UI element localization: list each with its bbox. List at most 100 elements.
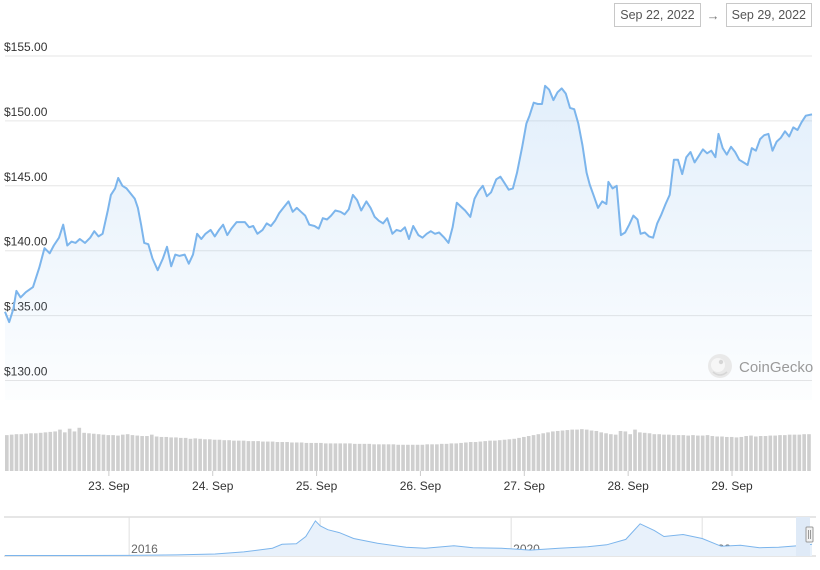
volume-bar: [720, 436, 724, 471]
volume-bar: [19, 434, 24, 471]
volume-bar: [222, 440, 227, 471]
volume-bar: [212, 439, 217, 471]
x-tick-label: 29. Sep: [711, 479, 753, 493]
volume-bar: [570, 429, 575, 471]
volume-bar: [120, 434, 125, 471]
volume-bar: [575, 429, 579, 471]
volume-bar: [328, 443, 333, 471]
volume-bar: [87, 433, 91, 471]
volume-bar: [473, 442, 478, 471]
volume-bar: [739, 436, 744, 471]
volume-bar: [164, 436, 169, 471]
volume-bar: [140, 436, 144, 471]
volume-bar: [149, 434, 154, 471]
volume-bar: [241, 440, 246, 471]
volume-bar: [309, 442, 314, 471]
volume-bar: [270, 441, 275, 471]
x-tick-label: 26. Sep: [400, 479, 442, 493]
volume-bar: [82, 432, 86, 471]
volume-bar: [691, 435, 695, 471]
volume-bar: [430, 444, 434, 471]
volume-bar: [391, 444, 396, 471]
volume-bar: [662, 434, 666, 471]
volume-bar: [541, 433, 546, 471]
navigator[interactable]: 2016201820202022: [4, 516, 816, 557]
volume-bar: [198, 438, 202, 471]
range-from-input[interactable]: Sep 22, 2022: [614, 3, 701, 27]
volume-bar: [459, 442, 463, 471]
volume-bar: [647, 433, 652, 471]
volume-bar: [14, 434, 19, 471]
volume-bar: [560, 430, 565, 471]
volume-bar: [638, 432, 642, 471]
volume-bar: [352, 443, 357, 471]
navigator-year-label: 2016: [131, 542, 158, 556]
volume-bar: [232, 440, 236, 471]
volume-bar: [454, 443, 459, 471]
volume-bar: [256, 441, 260, 471]
coingecko-watermark: CoinGecko: [708, 354, 813, 378]
volume-bar: [468, 442, 473, 471]
volume-bar: [734, 437, 739, 471]
volume-bar: [667, 434, 671, 471]
volume-bar: [502, 439, 507, 471]
volume-bar: [715, 436, 719, 471]
volume-bar: [135, 435, 140, 471]
volume-bar: [154, 436, 159, 471]
volume-bar: [9, 434, 14, 471]
volume-bar: [48, 431, 53, 471]
volume-bar: [381, 444, 386, 471]
volume-bar: [551, 431, 555, 471]
volume-bar: [125, 434, 130, 471]
y-tick-label: $150.00: [4, 105, 48, 119]
y-tick-label: $145.00: [4, 170, 48, 184]
volume-bar: [24, 433, 28, 471]
volume-bar: [367, 443, 372, 471]
volume-bar: [188, 438, 193, 471]
volume-bar: [145, 436, 149, 471]
volume-bar: [58, 429, 62, 471]
range-to-input[interactable]: Sep 29, 2022: [725, 3, 812, 27]
volume-bar: [343, 443, 347, 471]
watermark-text: CoinGecko: [739, 359, 813, 376]
volume-bar: [628, 434, 632, 471]
volume-bar: [251, 441, 256, 471]
volume-bar: [377, 444, 381, 471]
navigator-area: [5, 520, 812, 556]
navigator-handle[interactable]: [805, 526, 814, 543]
volume-bar: [227, 440, 231, 471]
price-area-fill: [5, 85, 812, 401]
volume-bar: [415, 444, 420, 471]
volume-bar: [101, 434, 106, 471]
volume-bar: [589, 430, 594, 471]
volume-bar: [357, 443, 362, 471]
volume-bar: [183, 437, 188, 471]
y-tick-label: $140.00: [4, 235, 48, 249]
volume-bar: [536, 434, 541, 471]
volume-bar: [33, 433, 38, 471]
volume-bar: [236, 440, 241, 471]
date-range-selector: Sep 22, 2022 → Sep 29, 2022: [614, 3, 812, 27]
volume-bar: [696, 435, 700, 471]
volume-bar: [38, 432, 43, 471]
volume-bar: [497, 440, 502, 471]
volume-bar: [29, 433, 33, 471]
volume-bar: [555, 430, 560, 471]
volume-bar: [159, 436, 164, 471]
volume-bar: [203, 439, 207, 471]
volume-bar: [594, 430, 599, 471]
volume-bar: [797, 434, 802, 471]
volume-bar: [280, 442, 285, 471]
volume-bar: [773, 435, 777, 471]
x-tick-label: 28. Sep: [607, 479, 649, 493]
volume-bar: [580, 429, 584, 471]
x-axis: 23. Sep 24. Sep 25. Sep 26. Sep 27. Sep 28. S…: [88, 471, 753, 493]
volume-bar: [77, 427, 82, 471]
volume-bar: [91, 433, 96, 471]
volume-bar: [130, 435, 135, 471]
volume-bar: [517, 437, 521, 471]
volume-bar: [261, 441, 265, 471]
volume-bar: [425, 444, 430, 471]
x-tick-label: 23. Sep: [88, 479, 130, 493]
volume-bar: [439, 443, 444, 471]
